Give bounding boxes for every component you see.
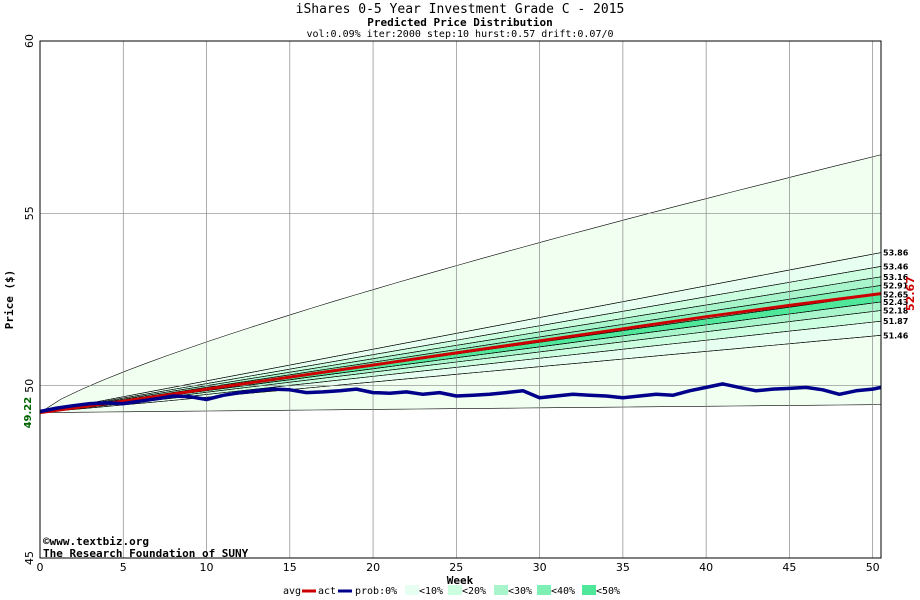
- band-end-label: 53.86: [883, 249, 909, 258]
- start-price-label: 49.22: [23, 397, 34, 429]
- band-end-label: 52.18: [883, 307, 909, 316]
- legend-label: prob:0%: [355, 586, 397, 597]
- watermark-url: ©www.textbiz.org: [43, 535, 149, 548]
- quantile-line-3: [39, 285, 882, 413]
- quantile-line-1: [39, 266, 882, 413]
- x-axis-ticks: 0 5 10 15 20 25 30 35 40 45 50: [37, 561, 880, 574]
- x-tick-label: 35: [616, 561, 630, 574]
- watermark-org: The Research Foundation of SUNY: [43, 547, 249, 560]
- legend-label: <40%: [551, 586, 575, 597]
- legend-label: <30%: [508, 586, 532, 597]
- x-tick-label: 15: [283, 561, 297, 574]
- y-tick-label: 55: [23, 206, 36, 220]
- legend-swatch: [582, 585, 596, 595]
- x-tick-label: 10: [200, 561, 214, 574]
- band-end-label: 51.87: [883, 317, 908, 326]
- series-line-avg: [39, 292, 882, 415]
- band-end-label: 52.43: [883, 298, 908, 307]
- series-lines: [39, 292, 882, 415]
- legend-swatch: [448, 585, 462, 595]
- legend-label: <10%: [419, 586, 443, 597]
- y-tick-label: 50: [23, 379, 36, 393]
- legend-label: act: [318, 586, 336, 597]
- band-end-label: 53.16: [883, 273, 909, 282]
- chart-title: iShares 0-5 Year Investment Grade C - 20…: [296, 2, 625, 17]
- y-axis-ticks: 45 50 55 60: [23, 34, 36, 565]
- legend-label: <20%: [462, 586, 486, 597]
- band-end-labels: 53.86 53.46 53.1652.9152.6552.4352.1851.87…: [883, 249, 909, 341]
- band-end-label: 52.91: [883, 281, 909, 290]
- band-end-label: 53.46: [883, 262, 909, 271]
- x-tick-label: 20: [366, 561, 380, 574]
- chart-params: vol:0.09% iter:2000 step:10 hurst:0.57 d…: [306, 29, 613, 40]
- band-end-label: 51.46: [883, 331, 909, 340]
- probability-bands: [38, 154, 882, 413]
- legend-swatch: [537, 585, 551, 595]
- y-tick-label: 45: [23, 551, 36, 565]
- legend-swatch: [405, 585, 419, 595]
- grid-lines: [39, 40, 881, 559]
- y-tick-label: 60: [23, 34, 36, 48]
- x-tick-label: 25: [449, 561, 463, 574]
- plot-frame: [39, 40, 882, 559]
- quantile-line-2: [39, 276, 882, 413]
- legend-swatch: [494, 585, 508, 595]
- end-avg-label: 52.67: [904, 276, 917, 311]
- x-tick-label: 45: [782, 561, 796, 574]
- x-tick-label: 40: [699, 561, 713, 574]
- legend-label: <50%: [596, 586, 620, 597]
- series-line-act: [39, 382, 882, 414]
- quantile-line-8: [39, 335, 882, 413]
- legend: avg act prob:0% <10% <20% <30% <40% <50%: [283, 585, 620, 597]
- x-axis-label: Week: [447, 574, 474, 587]
- x-tick-label: 0: [37, 561, 44, 574]
- chart-subtitle: Predicted Price Distribution: [367, 16, 552, 29]
- x-tick-label: 50: [866, 561, 880, 574]
- x-tick-label: 5: [120, 561, 127, 574]
- x-tick-label: 30: [533, 561, 547, 574]
- legend-label: avg: [283, 586, 301, 597]
- y-axis-label: Price ($): [3, 270, 16, 330]
- band-end-label: 52.65: [883, 290, 909, 299]
